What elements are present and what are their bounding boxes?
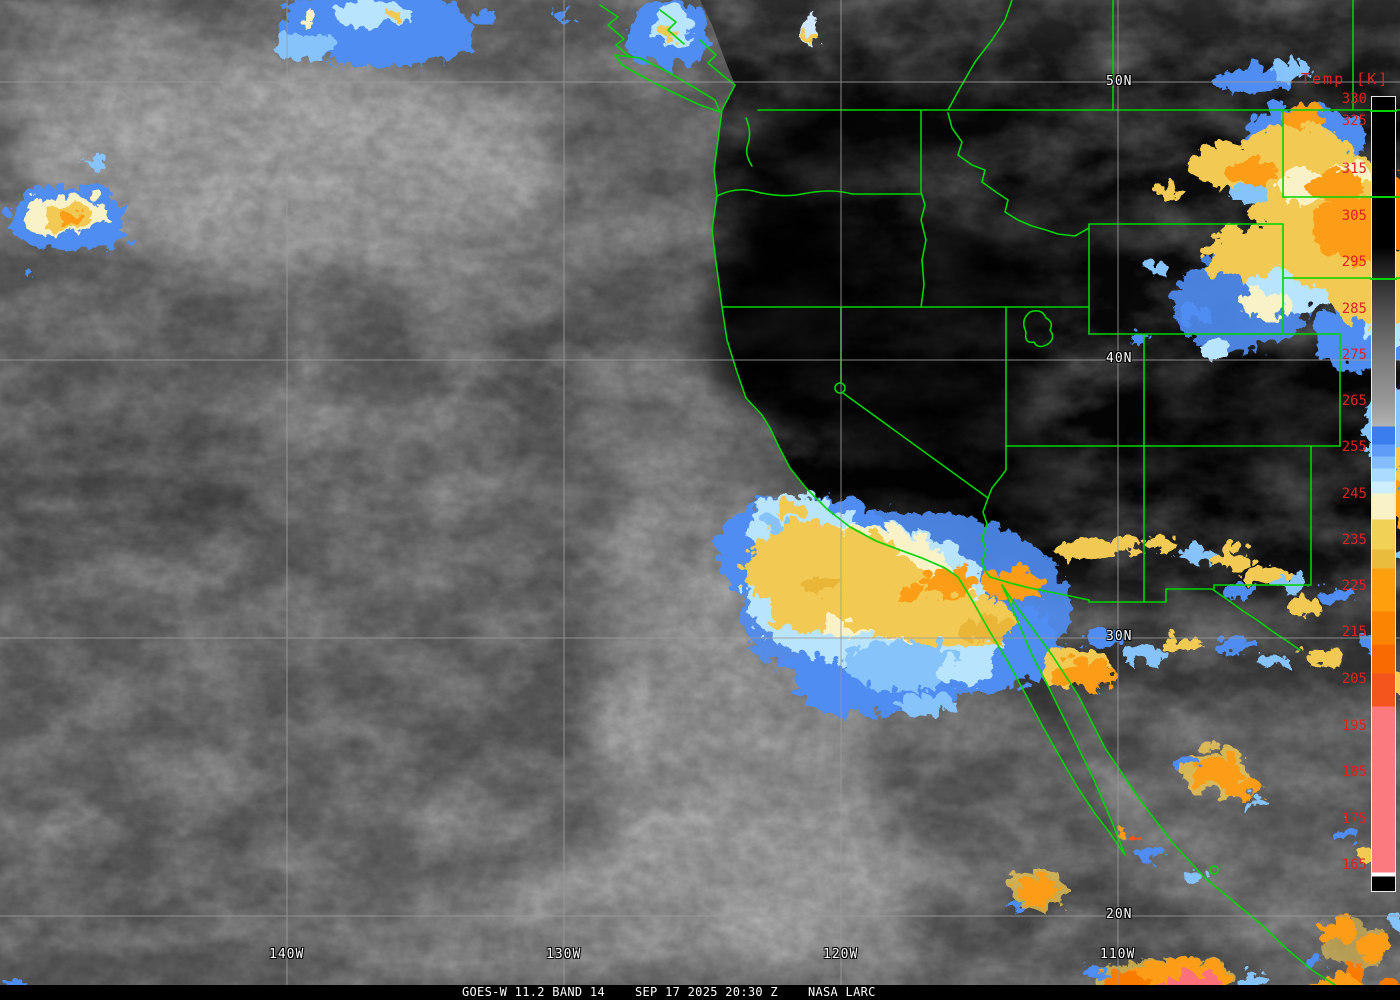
lon-label-130W: 130W [546, 947, 582, 962]
colorbar-tick-235: 235 [1341, 532, 1367, 548]
wa-id-or-id-border [920, 109, 927, 308]
colorbar-tick-175: 175 [1341, 811, 1367, 827]
lon-label-120W: 120W [823, 947, 859, 962]
bc-ab-border [947, 0, 1013, 111]
caption-bar: GOES-W 11.2 BAND 14 SEP 17 2025 20:30 Z … [0, 985, 1400, 1000]
great-salt-lake [1022, 310, 1054, 348]
border-over-colorbar-2 [1370, 196, 1397, 198]
colorbar-tick-295: 295 [1341, 254, 1367, 270]
lon-label-140W: 140W [269, 947, 305, 962]
lat-label-20N: 20N [1106, 907, 1133, 922]
wa-or-border [716, 188, 922, 197]
puget-sound [745, 117, 753, 167]
colorbar-tick-265: 265 [1341, 393, 1367, 409]
colorbar-tick-165: 165 [1341, 857, 1367, 873]
lat-label-40N: 40N [1106, 351, 1133, 366]
lat-label-30N: 30N [1106, 629, 1133, 644]
lon-label-110W: 110W [1100, 947, 1136, 962]
lat-label-50N: 50N [1106, 74, 1133, 89]
storm-left-edge [4, 154, 127, 269]
colorbar-tick-330: 330 [1341, 91, 1367, 107]
border-over-colorbar-1 [1370, 110, 1397, 112]
colorbar-tick-245: 245 [1341, 486, 1367, 502]
colorbar-tick-285: 285 [1341, 301, 1367, 317]
us-mexico-border [989, 576, 1301, 651]
state-boundaries [599, 0, 1400, 986]
colorbar-tick-275: 275 [1341, 347, 1367, 363]
caption-datetime: SEP 17 2025 20:30 Z [634, 985, 778, 999]
coastline [711, 84, 1336, 986]
colorbar-tick-305: 305 [1341, 208, 1367, 224]
colorbar [1371, 96, 1396, 892]
colorbar-tick-195: 195 [1341, 718, 1367, 734]
colorbar-tick-325: 325 [1341, 113, 1367, 129]
id-mt-border [947, 112, 1090, 237]
storm-top-left-blue [270, 0, 811, 64]
colorbar-tick-205: 205 [1341, 671, 1367, 687]
storm-socal [710, 490, 1065, 712]
colorbar-tick-315: 315 [1341, 161, 1367, 177]
ca-az-colorado-river [981, 497, 991, 578]
caption-credit: NASA LARC [807, 985, 876, 999]
bc-fjords-3 [699, 39, 736, 86]
colorbar-title: Temp [K] [1301, 70, 1390, 88]
colorbar-tick-185: 185 [1341, 764, 1367, 780]
bc-fjords-2 [659, 9, 685, 45]
vancouver-island [614, 54, 721, 113]
nm-tx-border [1213, 445, 1312, 590]
colorbar-tick-255: 255 [1341, 439, 1367, 455]
colorbar-gradient [1372, 97, 1395, 891]
lake-tahoe [834, 382, 846, 394]
nv-az-border [987, 445, 1007, 499]
island-loop [1209, 865, 1219, 875]
border-over-colorbar-3 [1370, 278, 1397, 280]
colorbar-tick-215: 215 [1341, 624, 1367, 640]
hot-land-dark-patches [700, 75, 1360, 550]
bc-fjords [599, 4, 631, 58]
caption-product: GOES-W 11.2 BAND 14 [462, 985, 605, 999]
colorbar-tick-225: 225 [1341, 578, 1367, 594]
ca-nv-diagonal-border [842, 392, 989, 499]
